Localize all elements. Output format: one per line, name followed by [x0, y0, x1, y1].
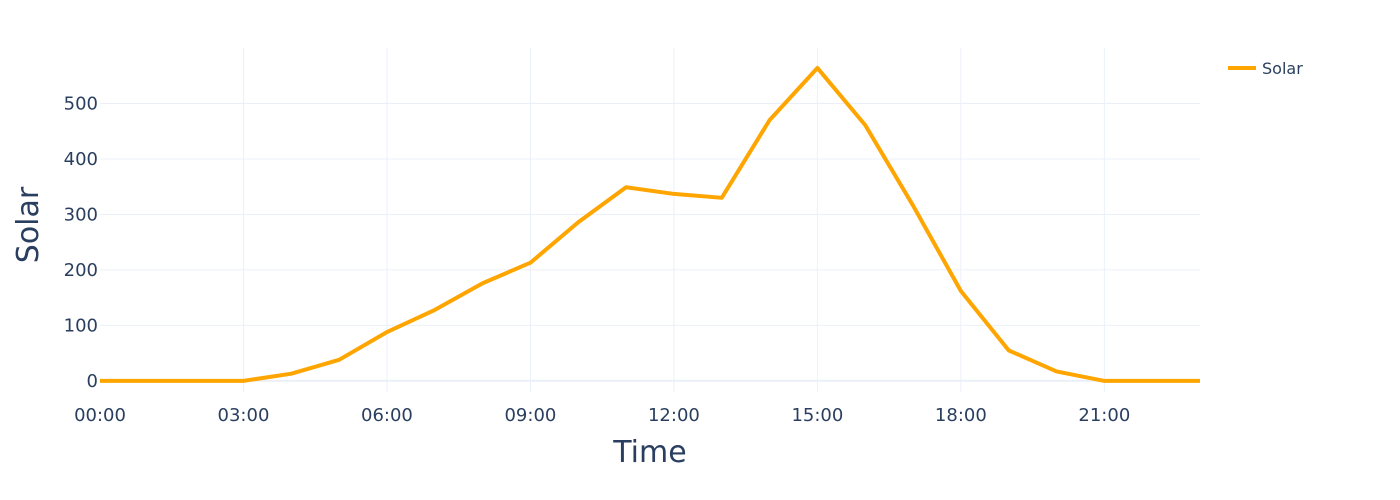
legend[interactable]: Solar [1228, 59, 1303, 78]
series-layer [98, 65, 1202, 383]
y-axis-title: Solar [11, 186, 46, 263]
data-point [481, 281, 485, 285]
data-point [528, 261, 532, 265]
x-tick-label: 21:00 [1078, 405, 1130, 426]
data-point [959, 289, 963, 293]
y-tick-label: 0 [87, 371, 98, 392]
data-point [911, 204, 915, 208]
data-point [433, 308, 437, 312]
y-tick-label: 400 [64, 149, 98, 170]
data-point [194, 379, 198, 383]
x-tick-label: 00:00 [74, 405, 126, 426]
data-point [672, 192, 676, 196]
y-tick-label: 200 [64, 260, 98, 281]
y-tick-label: 300 [64, 204, 98, 225]
data-point [768, 118, 772, 122]
data-point [1198, 379, 1202, 383]
series-line-solar [100, 65, 1200, 383]
x-tick-label: 12:00 [648, 405, 700, 426]
data-point [289, 372, 293, 376]
y-tick-label: 100 [64, 315, 98, 336]
legend-label-solar: Solar [1262, 59, 1303, 78]
data-point [624, 185, 628, 189]
data-point [720, 196, 724, 200]
x-axis-ticks: 00:00 03:00 06:00 09:00 12:00 15:00 18:00 21:00 [74, 405, 1130, 426]
data-point [1102, 379, 1106, 383]
x-axis-title: Time [612, 435, 686, 470]
y-tick-label: 500 [64, 93, 98, 114]
data-point [1055, 369, 1059, 373]
data-point [863, 123, 867, 127]
data-point [576, 220, 580, 224]
data-point [1007, 348, 1011, 352]
data-point [241, 379, 245, 383]
x-tick-label: 03:00 [218, 405, 270, 426]
data-point [146, 379, 150, 383]
grid-lines [100, 48, 1200, 392]
x-tick-label: 18:00 [935, 405, 987, 426]
x-tick-label: 15:00 [791, 405, 843, 426]
data-point [98, 379, 102, 383]
y-axis-ticks: 0 100 200 300 400 500 [64, 93, 98, 391]
data-point [337, 358, 341, 362]
data-point [1150, 379, 1154, 383]
data-point [385, 330, 389, 334]
x-tick-label: 06:00 [361, 405, 413, 426]
data-point [815, 66, 819, 70]
x-tick-label: 09:00 [504, 405, 556, 426]
